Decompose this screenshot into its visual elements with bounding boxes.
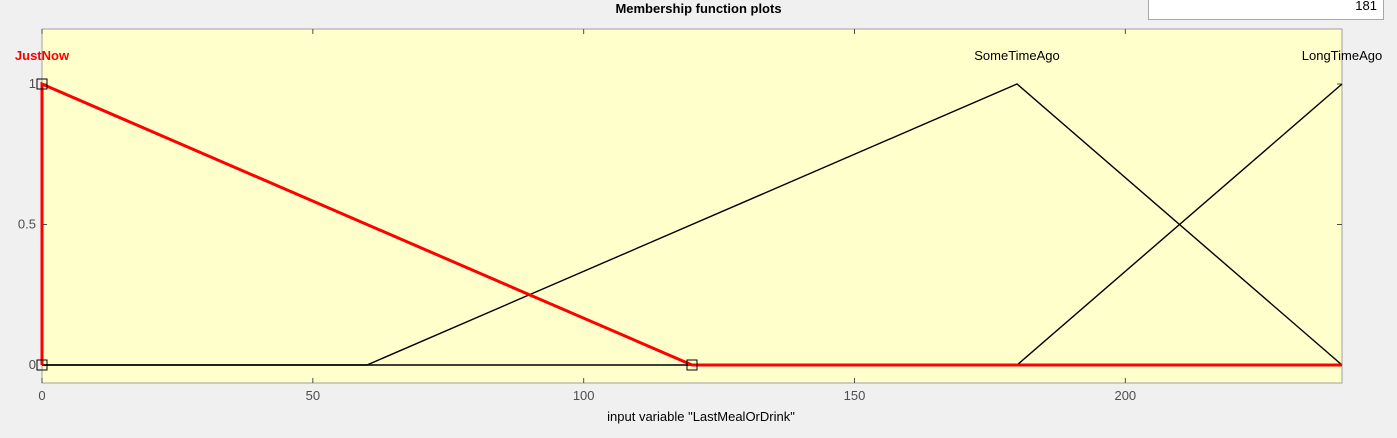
x-tick-label: 50 [306, 388, 320, 403]
plot-area [41, 28, 1343, 384]
y-tick-label: 0.5 [18, 217, 36, 232]
y-tick-label: 1 [29, 76, 36, 91]
x-tick-label: 200 [1114, 388, 1136, 403]
mf-label-sometimeago[interactable]: SomeTimeAgo [974, 48, 1060, 63]
x-tick-label: 100 [573, 388, 595, 403]
mf-curve-justnow[interactable] [40, 81, 1342, 367]
vertex-handle[interactable] [686, 359, 698, 371]
mf-label-justnow[interactable]: JustNow [15, 48, 70, 63]
vertex-handle[interactable] [36, 359, 48, 371]
vertex-handle[interactable] [36, 78, 48, 90]
mf-label-longtimeago[interactable]: LongTimeAgo [1302, 48, 1382, 63]
x-tick-label: 150 [844, 388, 866, 403]
y-tick-label: 0 [29, 357, 36, 372]
x-tick-label: 0 [38, 388, 45, 403]
range-field[interactable]: 181 [1148, 0, 1384, 20]
x-axis-label: input variable "LastMealOrDrink" [607, 409, 795, 424]
plot-title: Membership function plots [615, 1, 782, 16]
